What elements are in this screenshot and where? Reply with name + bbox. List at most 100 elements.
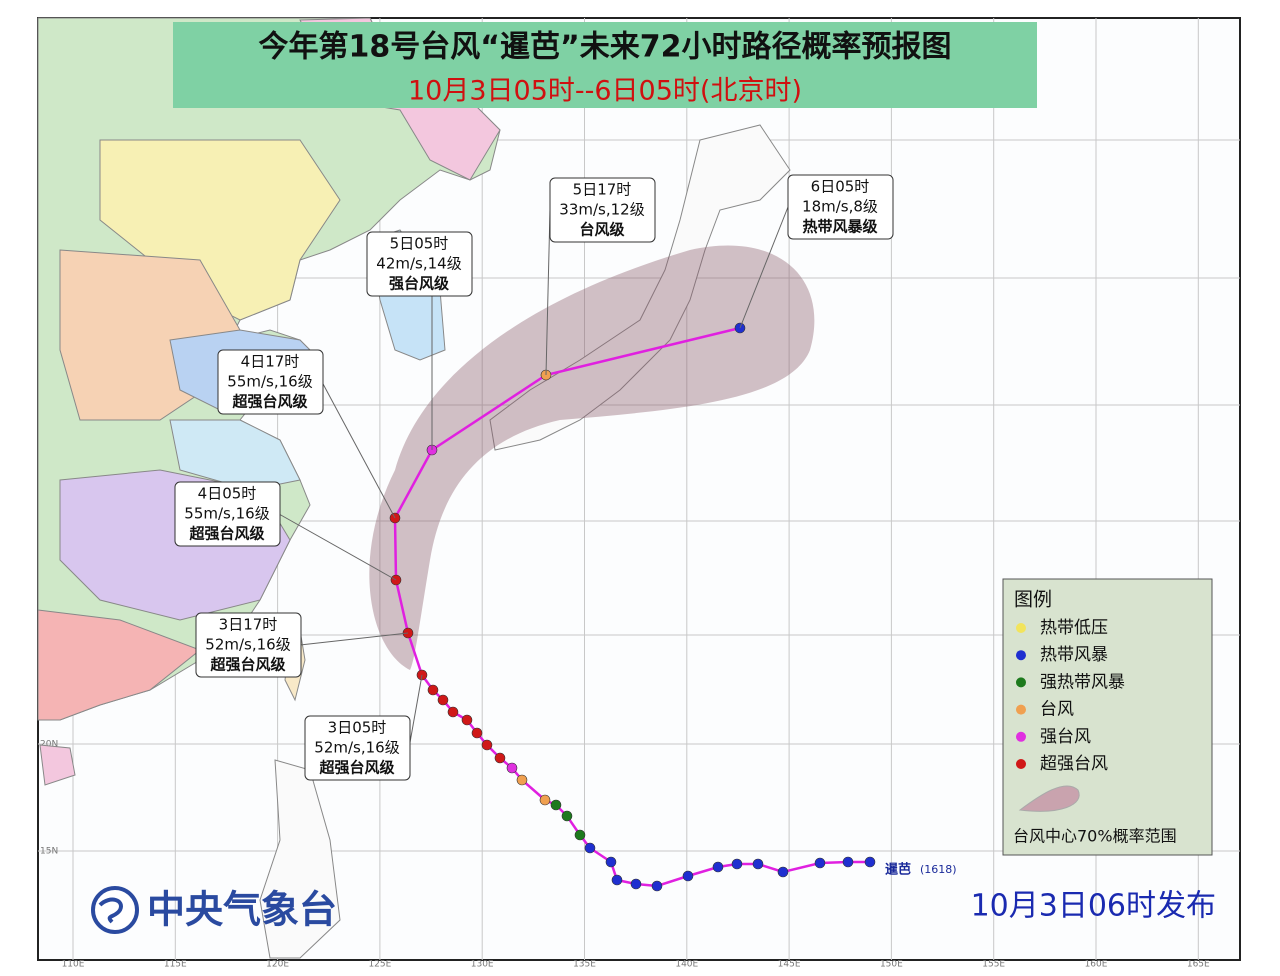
callout-leader: [408, 674, 423, 749]
callouts: 3日05时52m/s,16级超强台风级3日17时52m/s,16级超强台风级4日…: [174, 174, 894, 781]
callout-box: [366, 231, 473, 297]
track-point: [481, 739, 493, 751]
callout-time: 5日17时: [573, 181, 632, 199]
track-point: [651, 880, 663, 892]
track-point: [584, 842, 596, 854]
callout-box: [174, 481, 281, 547]
legend-swatch: [1016, 731, 1026, 742]
lon-label: 155E: [982, 960, 1005, 970]
legend-label: 强热带风暴: [1040, 672, 1125, 692]
track-point: [574, 829, 586, 841]
callout-time: 4日17时: [241, 353, 300, 371]
track-point: [630, 878, 642, 890]
lon-label: 115E: [164, 960, 187, 970]
callout-time: 5日05时: [390, 235, 449, 253]
callout-level: 超强台风级: [188, 525, 265, 543]
callout-wind: 55m/s,16级: [227, 373, 312, 391]
callout-box: [787, 174, 894, 240]
lat-label: 15N: [40, 847, 58, 857]
track-point: [842, 856, 854, 868]
track-point: [461, 714, 473, 726]
title-box: [173, 22, 1037, 108]
callout-time: 3日17时: [219, 616, 278, 634]
title: 今年第18号台风“暹芭”未来72小时路径概率预报图: [259, 30, 952, 65]
track-point: [447, 706, 459, 718]
callout-level: 超强台风级: [231, 393, 308, 411]
callout-level: 热带风暴级: [802, 218, 878, 236]
track-point: [731, 858, 743, 870]
issued-time: 10月3日06时发布: [971, 889, 1216, 924]
callout-wind: 52m/s,16级: [314, 739, 399, 757]
track-point: [539, 794, 551, 806]
track-point: [494, 752, 506, 764]
lon-label: 145E: [778, 960, 801, 970]
callout-wind: 42m/s,14级: [376, 255, 461, 273]
track-point: [471, 727, 483, 739]
track-point: [777, 866, 789, 878]
track-point: [814, 857, 826, 869]
legend-label: 热带低压: [1040, 618, 1108, 638]
track-point: [427, 684, 439, 696]
legend-swatch: [1016, 650, 1026, 661]
probability-cone: [369, 245, 815, 670]
track-point: [550, 799, 562, 811]
callout-box: [195, 612, 302, 678]
callout-wind: 18m/s,8级: [802, 198, 878, 216]
callout-leader: [278, 513, 397, 581]
callout-wind: 55m/s,16级: [184, 505, 269, 523]
callout-level: 超强台风级: [209, 656, 286, 674]
track-point: [864, 856, 876, 868]
callout-wind: 52m/s,16级: [205, 636, 290, 654]
track-point: [437, 694, 449, 706]
issuer: 中央气象台: [147, 888, 337, 932]
track-point: [611, 874, 623, 886]
lon-label: 135E: [573, 960, 596, 970]
issuer-logo: [91, 886, 139, 934]
callout-level: 强台风级: [389, 275, 450, 293]
legend-label: 台风: [1040, 700, 1074, 720]
legend-swatch: [1016, 759, 1026, 769]
callout-time: 6日05时: [811, 178, 870, 196]
callout-box: [217, 349, 324, 415]
callout-level: 台风级: [579, 221, 625, 239]
lon-label: 120E: [266, 960, 289, 970]
callout-time: 4日05时: [198, 485, 257, 503]
legend-swatch: [1016, 623, 1026, 633]
lon-label: 160E: [1085, 960, 1108, 970]
track-point: [605, 856, 617, 868]
legend-label: 超强台风: [1040, 754, 1108, 774]
legend-title: 图例: [1014, 589, 1052, 611]
legend-label: 热带风暴: [1040, 645, 1108, 665]
subtitle: 10月3日05时--6日05时(北京时): [408, 76, 802, 107]
legend-range-label: 台风中心70%概率范围: [1013, 827, 1177, 846]
lon-label: 165E: [1187, 960, 1210, 970]
lon-label: 125E: [368, 960, 391, 970]
lon-label: 150E: [880, 960, 903, 970]
callout-time: 3日05时: [328, 719, 387, 737]
legend-swatch: [1016, 704, 1026, 715]
typhoon-code: (1618): [920, 863, 957, 876]
typhoon-name: 暹芭: [885, 862, 911, 878]
callout-leader: [321, 381, 396, 519]
track: [389, 322, 876, 892]
callout-wind: 33m/s,12级: [559, 201, 644, 219]
legend-swatch: [1016, 677, 1026, 688]
callout-box: [304, 715, 411, 781]
callout-leader: [739, 206, 789, 329]
callout-box: [549, 177, 656, 243]
track-point: [506, 762, 518, 774]
lon-label: 110E: [62, 960, 85, 970]
legend-label: 强台风: [1040, 727, 1091, 747]
track-point: [752, 858, 764, 870]
lat-label: 20N: [40, 740, 58, 750]
callout-leader: [299, 632, 409, 646]
lon-label: 140E: [675, 960, 698, 970]
callout-leader: [545, 209, 551, 376]
lon-label: 130E: [471, 960, 494, 970]
track-point: [682, 870, 694, 882]
track-point: [516, 774, 528, 786]
track-point: [561, 810, 573, 822]
track-point: [712, 861, 724, 873]
